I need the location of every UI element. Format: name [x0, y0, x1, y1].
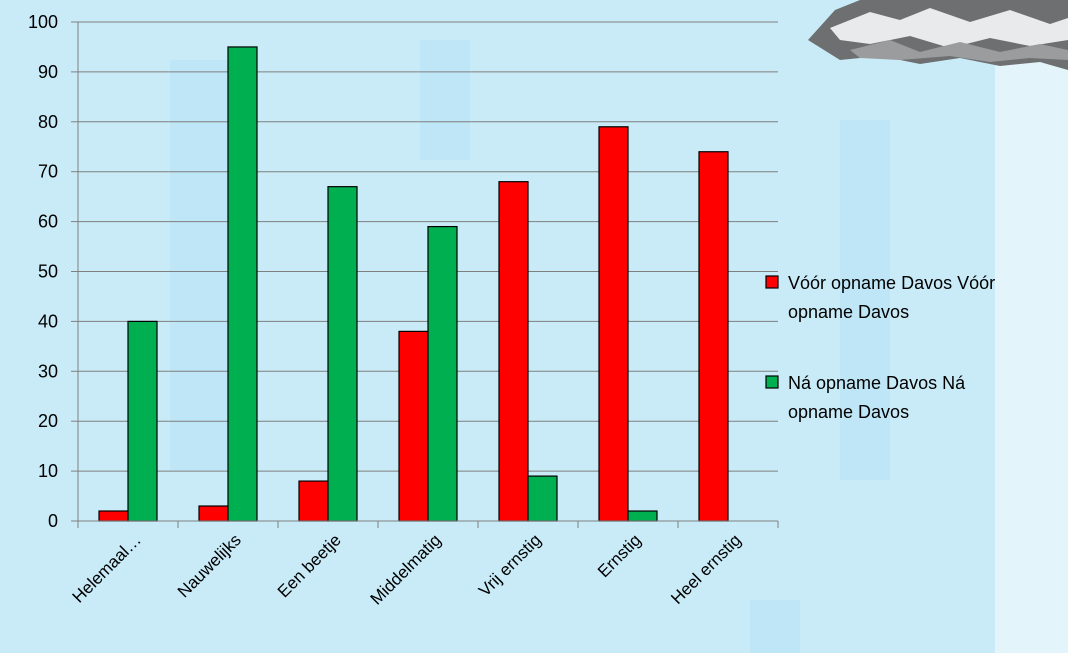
y-axis-ticks: 0 10 20 30 40 50 60 70 80 90 100 — [28, 12, 78, 531]
legend-swatch-na — [765, 375, 779, 389]
y-tick-label: 20 — [38, 411, 58, 431]
bar-voor-0 — [98, 510, 129, 522]
x-category-label: Middelmatig — [367, 530, 445, 608]
bar-voor-5 — [598, 126, 629, 522]
bar-na-1 — [227, 46, 258, 522]
y-tick-label: 0 — [48, 511, 58, 531]
legend-label-voor: opname Davos — [788, 302, 909, 322]
right-panel — [995, 0, 1068, 653]
bar-na-0 — [127, 320, 158, 522]
y-tick-label: 30 — [38, 361, 58, 381]
x-category-label: Vrij ernstig — [475, 530, 545, 600]
bar-na-3 — [427, 225, 458, 522]
bar-voor-6 — [698, 151, 729, 522]
watermark-shape-left — [170, 60, 240, 470]
y-tick-label: 90 — [38, 62, 58, 82]
bar-na-5 — [627, 510, 658, 522]
x-axis-labels: Helemaal… Nauwelijks Een beetje Middelmatig… — [69, 530, 745, 608]
bars — [98, 46, 729, 522]
y-tick-label: 50 — [38, 262, 58, 282]
x-category-label: Nauwelijks — [174, 530, 245, 601]
y-tick-label: 80 — [38, 112, 58, 132]
y-tick-label: 60 — [38, 212, 58, 232]
legend-swatch-voor — [765, 275, 779, 289]
y-tick-label: 10 — [38, 461, 58, 481]
legend-label-voor: Vóór opname Davos Vóór — [788, 273, 995, 293]
legend: Vóór opname Davos Vóór opname Davos Ná opn… — [765, 273, 995, 422]
y-tick-label: 40 — [38, 311, 58, 331]
watermark-shape-bottom — [750, 600, 800, 653]
bar-na-4 — [527, 475, 558, 522]
x-category-label: Heel ernstig — [667, 530, 745, 608]
background-decoration — [170, 0, 1068, 653]
axes — [77, 22, 779, 528]
watermark-shape-right — [840, 120, 890, 480]
bar-voor-3 — [398, 330, 429, 522]
bar-voor-2 — [298, 480, 329, 522]
x-category-label: Helemaal… — [69, 530, 145, 606]
bar-voor-1 — [198, 505, 229, 522]
watermark-shape-mid — [420, 40, 470, 160]
bar-voor-4 — [498, 181, 529, 522]
bar-na-2 — [327, 186, 358, 522]
y-tick-label: 70 — [38, 162, 58, 182]
x-category-label: Een beetje — [274, 530, 345, 601]
y-tick-label: 100 — [28, 12, 58, 32]
mountain-photo — [808, 0, 1068, 70]
x-category-label: Ernstig — [594, 530, 645, 581]
legend-label-na: Ná opname Davos Ná — [788, 373, 966, 393]
legend-label-na: opname Davos — [788, 402, 909, 422]
